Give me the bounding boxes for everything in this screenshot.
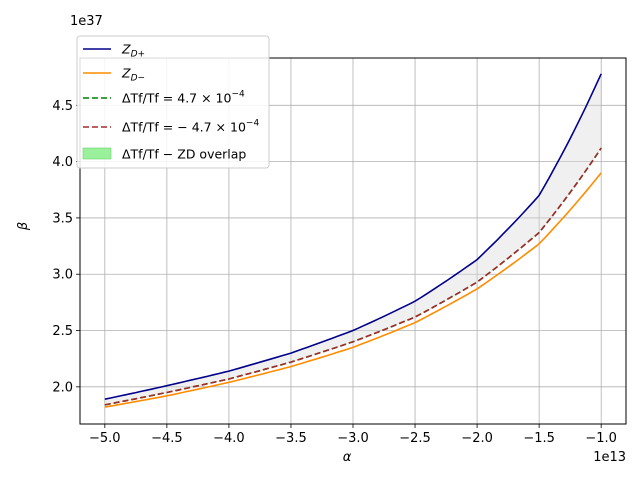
legend-label-band: ΔTf/Tf − ZD overlap [122, 147, 246, 162]
legend: ZD+ ZD− ΔTf/Tf = 4.7 × 10−4 ΔTf/Tf = − 4.7 … [76, 35, 270, 169]
y-tick-label: 2.5 [52, 324, 73, 339]
series-lines [104, 73, 602, 408]
x-tick-label: −2.0 [461, 431, 493, 446]
x-tick-label: −3.0 [337, 431, 369, 446]
x-tick-label: −4.5 [151, 431, 183, 446]
x-tick-label: −2.5 [399, 431, 431, 446]
legend-label-1: ZD− [121, 66, 145, 84]
series-line-3 [104, 147, 602, 406]
legend-label-2: ΔTf/Tf = 4.7 × 10−4 [122, 90, 245, 106]
y-tick-label: 3.5 [52, 211, 73, 226]
x-axis-label: α [343, 450, 352, 465]
legend-label-0: ZD+ [121, 42, 145, 60]
series-line-1 [104, 172, 602, 408]
y-offset-label: 1e37 [70, 14, 103, 29]
y-tick-label: 4.0 [52, 155, 73, 170]
y-tick-label: 4.5 [52, 99, 73, 114]
y-tick-label: 3.0 [52, 268, 73, 283]
x-tick-label: −5.0 [89, 431, 121, 446]
x-offset-label: 1e13 [593, 450, 626, 465]
y-ticks: 2.0 2.5 3.0 3.5 4.0 4.5 [52, 99, 80, 395]
x-tick-label: −4.0 [213, 431, 245, 446]
series-line-0 [104, 73, 602, 400]
y-axis-label: β [16, 222, 31, 231]
legend-label-3: ΔTf/Tf = − 4.7 × 10−4 [122, 119, 259, 135]
x-tick-label: −1.5 [523, 431, 555, 446]
legend-swatch-band [82, 147, 112, 160]
grid-lines [80, 58, 626, 424]
x-ticks: −5.0 −4.5 −4.0 −3.5 −3.0 −2.5 −2.0 −1.5 −1.0 [89, 424, 617, 446]
y-tick-label: 2.0 [52, 380, 73, 395]
x-tick-label: −1.0 [585, 431, 617, 446]
x-tick-label: −3.5 [275, 431, 307, 446]
legend-box [76, 35, 270, 169]
